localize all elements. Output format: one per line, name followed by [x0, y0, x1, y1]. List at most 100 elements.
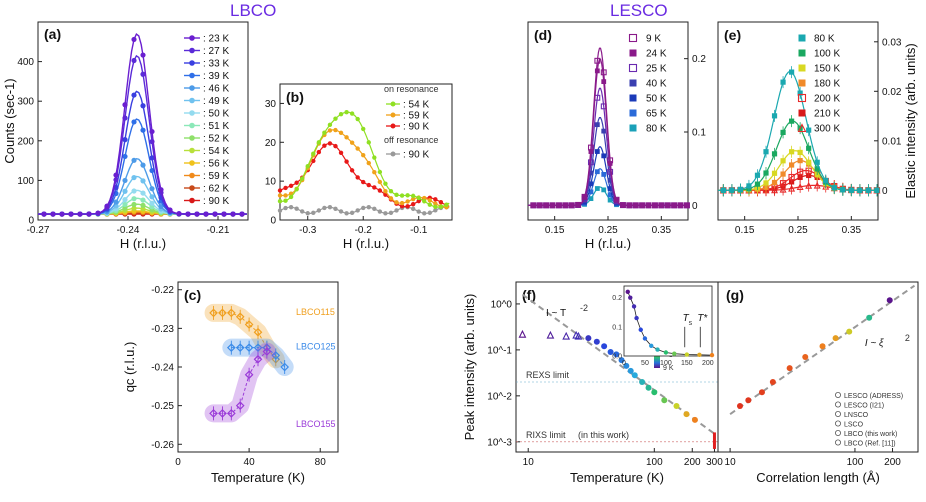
panel-e-point	[840, 187, 846, 193]
panel-b-point	[316, 149, 322, 155]
panel-e-point	[865, 187, 871, 193]
panel-b-point	[327, 205, 333, 210]
panel-d-point	[671, 202, 678, 209]
panel-f-inset-point	[697, 352, 702, 358]
panel-a-point	[86, 211, 92, 217]
panel-a-ytick-label: 400	[17, 57, 34, 68]
panel-a-point	[203, 211, 209, 217]
panel-b-point	[433, 204, 438, 210]
panel-a-legend-marker	[189, 147, 195, 154]
panel-d-point	[568, 202, 575, 209]
panel-a-point	[239, 211, 245, 217]
panel-b-point	[311, 158, 316, 164]
panel-d-point	[607, 157, 614, 164]
panel-a-point	[140, 162, 146, 168]
panel-b-point	[433, 208, 438, 213]
panel-d-legend-label: 65 K	[646, 109, 667, 120]
panel-c-point	[244, 343, 254, 353]
panel-g-legend-marker-square-open	[835, 410, 842, 417]
panel-f-rixs-note: (in this work)	[578, 430, 629, 440]
panel-g-legend-label: LESCO (I21)	[844, 403, 884, 410]
panel-e-legend-marker	[798, 79, 806, 87]
panel-a-point	[95, 210, 101, 216]
panel-d-point	[607, 192, 613, 198]
panel-e-point	[874, 187, 880, 193]
panel-c-xtick-label: 0	[175, 457, 181, 468]
panel-b-point	[349, 210, 355, 216]
panel-b-point	[366, 140, 371, 145]
panel-b-point	[422, 211, 427, 216]
panel-a-legend-marker	[189, 97, 195, 104]
panel-d-point	[594, 149, 600, 154]
panel-b-legend-label: : 90 K	[403, 150, 429, 161]
panel-e-point	[796, 168, 804, 175]
panel-d-point	[626, 202, 633, 209]
panel-f-inset-frame	[623, 285, 713, 357]
panel-a-legend-label: : 23 K	[203, 34, 229, 45]
panel-g-legend-marker-star	[835, 420, 842, 427]
panel-b-point	[327, 128, 333, 133]
panel-b-point	[294, 206, 299, 211]
panel-a-point	[104, 203, 110, 209]
panel-f-ytick-label: 10^-2	[487, 391, 512, 402]
panel-a-point	[149, 200, 155, 206]
panel-a-point	[140, 190, 146, 196]
panel-d-point	[588, 170, 594, 176]
panel-b-point	[410, 201, 416, 207]
panel-g-point	[745, 397, 752, 404]
panel-b-point	[316, 208, 322, 213]
panel-g-point	[758, 389, 765, 396]
panel-f-inset-point	[631, 304, 637, 309]
panel-g-legend-label: LSCO	[844, 422, 864, 429]
panel-e-legend-marker	[798, 64, 806, 72]
panel-b-point	[288, 194, 294, 200]
panel-b-point	[344, 211, 349, 216]
panel-e-point	[831, 185, 837, 191]
panel-b-point	[388, 189, 394, 194]
panel-b-point	[361, 179, 366, 185]
panel-e-point	[789, 118, 795, 124]
panel-b-point	[283, 193, 288, 198]
panel-g-fit-line	[729, 284, 916, 415]
panel-e-legend-label: 210 K	[814, 109, 840, 120]
panel-e-legend-label: 300 K	[814, 124, 840, 135]
panel-b-legend-marker	[390, 112, 396, 118]
panel-f-point	[631, 372, 638, 379]
panel-c-point	[271, 351, 281, 360]
panel-d-point	[543, 202, 550, 209]
panel-b-point	[405, 204, 410, 209]
panel-a-ytick-label: 100	[17, 176, 34, 187]
panel-g-fit-label: I ~ ξ	[865, 338, 884, 349]
panel-b-point	[322, 143, 327, 148]
panel-b-point	[333, 206, 338, 211]
panel-a-point	[122, 102, 128, 108]
panel-b-ytick-label: 20	[265, 138, 277, 149]
panel-b-xlabel: H (r.l.u.)	[343, 236, 389, 251]
panel-f-point	[518, 329, 527, 338]
panel-d-point	[575, 201, 582, 208]
panel-b-point	[349, 140, 355, 145]
panel-f-point	[623, 362, 630, 369]
panel-e-point	[797, 158, 803, 164]
panel-f-ylabel: Peak intensity (arb. units)	[462, 294, 477, 441]
panel-d-point	[588, 189, 594, 195]
panel-f-inset-point	[642, 336, 648, 341]
panel-e-point	[763, 149, 769, 155]
panel-b-point	[355, 146, 360, 151]
panel-a-point	[221, 211, 227, 217]
panel-c-ytick-label: -0.26	[151, 440, 174, 451]
panel-a-point	[140, 52, 146, 58]
panel-e-point	[754, 181, 761, 187]
panel-g-point	[886, 297, 893, 304]
panel-d-point	[594, 186, 600, 191]
panel-f-inset-xtick-label: 50	[641, 360, 649, 367]
panel-e-xtick-label: 0.15	[735, 225, 755, 236]
panel-f-xtick-label: 100	[646, 457, 663, 468]
panel-e-point	[814, 159, 820, 165]
panel-g-label: (g)	[726, 287, 744, 303]
panel-e-point	[771, 179, 778, 186]
panel-b-point	[394, 192, 399, 197]
panel-b-point	[422, 195, 427, 201]
panel-f-inset-point	[655, 347, 660, 352]
panel-a-legend-marker	[189, 47, 195, 54]
